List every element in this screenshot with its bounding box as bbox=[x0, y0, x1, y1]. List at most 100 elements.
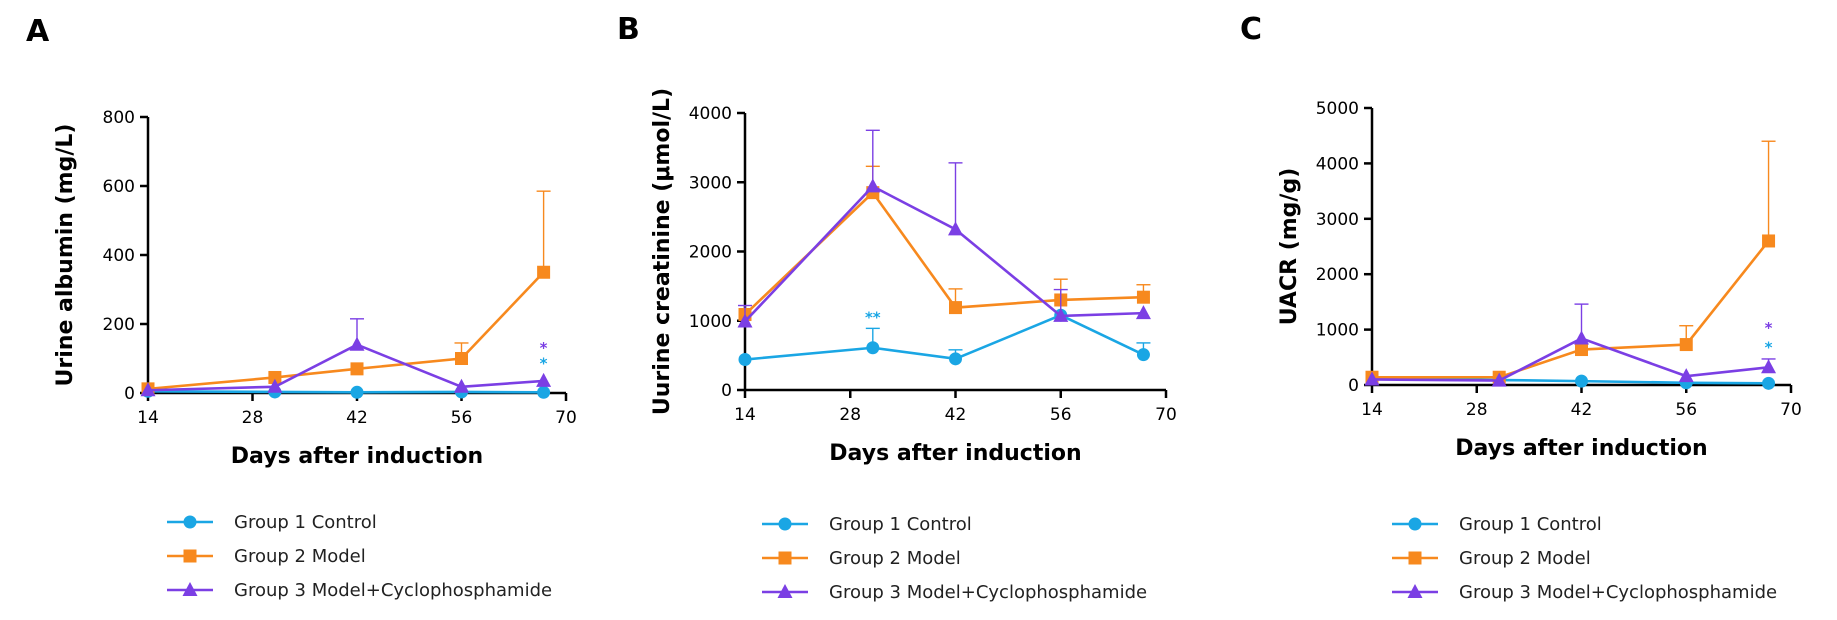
data-point bbox=[455, 352, 468, 365]
legend-item-group-3-model-cyclophosphamide: Group 3 Model+Cyclophosphamide bbox=[167, 580, 552, 601]
panel-a-series-group-1-control bbox=[141, 384, 551, 399]
legend-panel-b: Group 1 Control Group 2 Model Group 3 Mode… bbox=[762, 514, 1147, 603]
data-point bbox=[1053, 307, 1069, 322]
legend-label: Group 3 Model+Cyclophosphamide bbox=[1459, 582, 1777, 603]
chart-panel-b: 0 1000 2000 3000 4000 14 28 42 56 70 Days after in… bbox=[650, 88, 1177, 466]
legend-marker bbox=[1408, 551, 1422, 565]
panel-b-x-axis-title: Days after induction bbox=[829, 441, 1081, 466]
legend-label: Group 1 Control bbox=[829, 514, 972, 535]
panel-b-y-tick-label: 1000 bbox=[689, 312, 732, 332]
data-point bbox=[537, 385, 551, 399]
data-point bbox=[865, 178, 881, 193]
panel-letter-a: A bbox=[26, 14, 50, 49]
panel-a-y-tick-label: 800 bbox=[103, 108, 135, 128]
data-point bbox=[1761, 359, 1777, 374]
data-point bbox=[268, 370, 282, 384]
legend-item-group-3-model-cyclophosphamide: Group 3 Model+Cyclophosphamide bbox=[762, 582, 1147, 603]
legend-label: Group 1 Control bbox=[1459, 514, 1602, 535]
legend-marker bbox=[1407, 584, 1423, 598]
data-point bbox=[536, 372, 552, 387]
panel-c-y-tick-label: 3000 bbox=[1316, 210, 1359, 230]
panel-b-y-tick-label: 2000 bbox=[689, 243, 732, 263]
panel-b-x-tick-label: 28 bbox=[839, 405, 861, 425]
legend-label: Group 2 Model bbox=[1459, 548, 1591, 569]
panel-c-x-tick-label: 56 bbox=[1675, 400, 1697, 420]
panel-a-x-axis-title: Days after induction bbox=[231, 444, 483, 469]
series-line bbox=[147, 271, 545, 391]
panel-a-y-tick-label: 400 bbox=[103, 246, 135, 266]
panel-c-series-group-3-model-cyclophosphamide bbox=[1364, 303, 1777, 387]
data-point bbox=[1136, 348, 1150, 362]
data-point bbox=[737, 313, 753, 328]
data-point bbox=[1762, 234, 1776, 248]
panel-a-y-axis-title: Urine albumin (mg/L) bbox=[53, 124, 78, 387]
panel-c-y-axis-title: UACR (mg/g) bbox=[1277, 168, 1302, 326]
panel-b-x-tick-label: 56 bbox=[1050, 405, 1072, 425]
panel-c-significance-marker: * bbox=[1765, 319, 1773, 337]
panel-a-y-tick-label: 0 bbox=[124, 384, 135, 404]
panel-b-series-group-3-model-cyclophosphamide bbox=[737, 129, 1151, 328]
legend-label: Group 3 Model+Cyclophosphamide bbox=[234, 580, 552, 601]
data-point bbox=[1574, 330, 1589, 345]
series-line bbox=[1372, 240, 1770, 379]
legend-label: Group 2 Model bbox=[829, 548, 961, 569]
panel-c-y-tick-label: 2000 bbox=[1316, 265, 1359, 285]
panel-c-y-tick-label: 1000 bbox=[1316, 321, 1359, 341]
chart-panel-c: 0 1000 2000 3000 4000 5000 14 28 42 56 70 Days afte… bbox=[1277, 99, 1802, 461]
legend-marker bbox=[183, 549, 197, 563]
legend-item-group-2-model: Group 2 Model bbox=[167, 546, 366, 567]
panel-a-x-tick-label: 56 bbox=[451, 408, 473, 428]
panel-b-significance-marker: ** bbox=[865, 308, 881, 326]
data-point bbox=[1136, 290, 1150, 304]
legend-marker bbox=[778, 551, 792, 565]
panel-a-x-tick-label: 28 bbox=[242, 408, 264, 428]
panel-a-series-group-2-model bbox=[141, 190, 551, 396]
data-point bbox=[454, 378, 469, 393]
legend-marker bbox=[1408, 517, 1422, 531]
panel-a-x-tick-label: 42 bbox=[346, 408, 368, 428]
data-point bbox=[537, 265, 551, 279]
data-point bbox=[350, 385, 364, 399]
legend-marker bbox=[183, 515, 197, 529]
panel-a-series-group-3-model-cyclophosphamide bbox=[140, 318, 552, 397]
panel-c-x-axis-title: Days after induction bbox=[1455, 436, 1707, 461]
data-point bbox=[866, 341, 880, 355]
data-point bbox=[1762, 376, 1776, 390]
data-point bbox=[1678, 368, 1694, 383]
legend-item-group-1-control: Group 1 Control bbox=[762, 514, 972, 535]
panel-c-x-tick-label: 28 bbox=[1466, 400, 1488, 420]
legend-panel-a: Group 1 Control Group 2 Model Group 3 Mode… bbox=[167, 512, 552, 601]
panel-b-y-tick-label: 0 bbox=[721, 381, 732, 401]
panel-b-x-tick-label: 42 bbox=[945, 405, 967, 425]
legend-item-group-3-model-cyclophosphamide: Group 3 Model+Cyclophosphamide bbox=[1392, 582, 1777, 603]
panel-b-y-axis-title: Uurine creatinine (μmol/L) bbox=[650, 88, 675, 415]
data-point bbox=[738, 353, 752, 367]
panel-letter-c: C bbox=[1240, 12, 1262, 47]
data-point bbox=[1364, 371, 1380, 386]
data-point bbox=[1135, 305, 1151, 320]
panel-c-series-group-2-model bbox=[1365, 140, 1776, 384]
panel-b-y-tick-label: 3000 bbox=[689, 173, 732, 193]
legend-item-group-2-model: Group 2 Model bbox=[1392, 548, 1591, 569]
panel-b-series-group-2-model bbox=[738, 165, 1151, 322]
panel-c-x-tick-label: 70 bbox=[1780, 400, 1802, 420]
panel-c-y-tick-label: 5000 bbox=[1316, 99, 1359, 119]
data-point bbox=[140, 382, 156, 397]
panel-a-x-tick-label: 14 bbox=[137, 408, 159, 428]
legend-item-group-2-model: Group 2 Model bbox=[762, 548, 961, 569]
panel-b-y-tick-label: 4000 bbox=[689, 104, 732, 124]
panel-a-significance-marker: * bbox=[540, 339, 548, 357]
legend-label: Group 1 Control bbox=[234, 512, 377, 533]
legend-label: Group 2 Model bbox=[234, 546, 366, 567]
panel-b-series-group-1-control bbox=[738, 308, 1151, 367]
legend-item-group-1-control: Group 1 Control bbox=[167, 512, 377, 533]
panel-a-y-tick-label: 600 bbox=[103, 177, 135, 197]
legend-panel-c: Group 1 Control Group 2 Model Group 3 Mode… bbox=[1392, 514, 1777, 603]
data-point bbox=[350, 362, 364, 376]
series-line bbox=[1371, 337, 1769, 382]
series-line bbox=[744, 190, 1144, 316]
data-point bbox=[349, 336, 365, 351]
series-line bbox=[744, 313, 1145, 361]
legend-item-group-1-control: Group 1 Control bbox=[1392, 514, 1602, 535]
